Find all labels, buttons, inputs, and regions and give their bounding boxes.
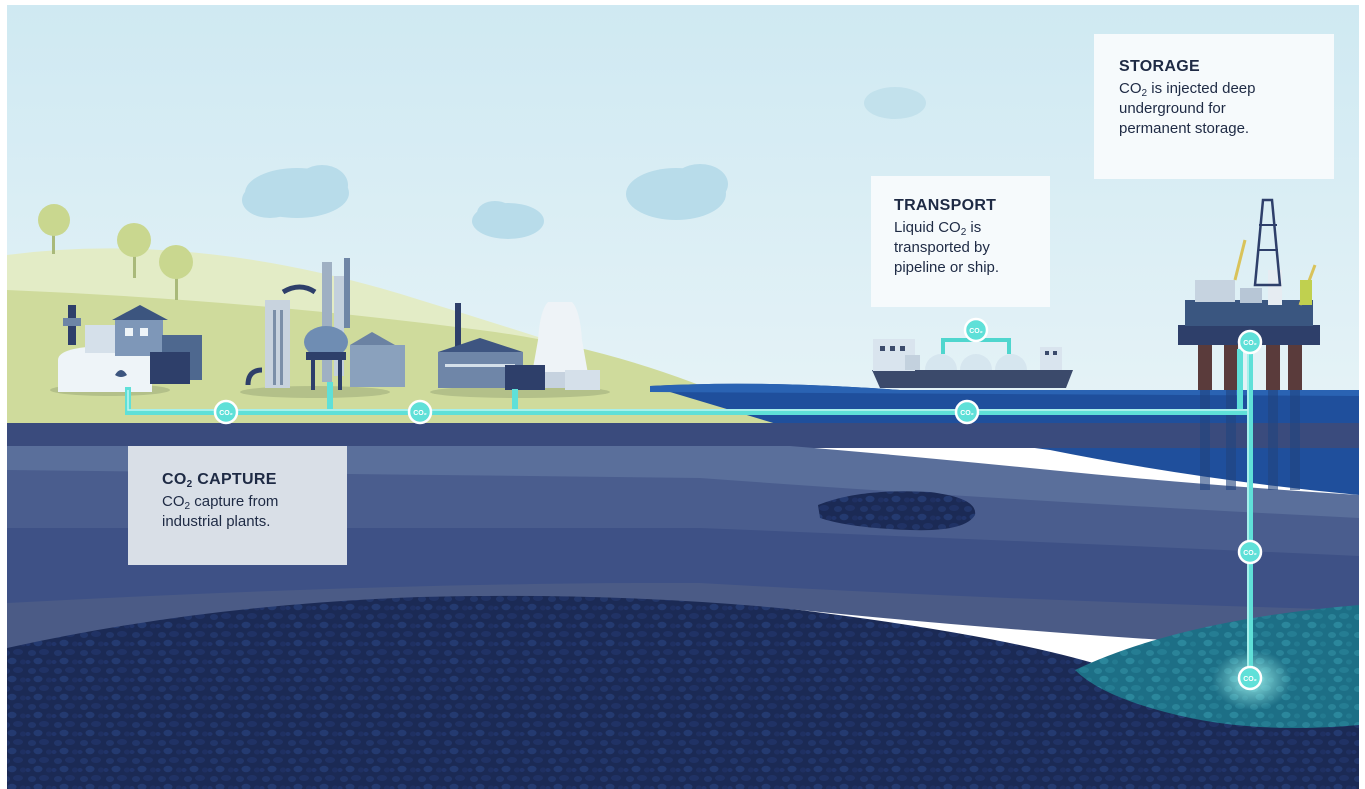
cloud-icon — [864, 87, 926, 119]
co2-badge-icon: CO₂ — [1237, 329, 1263, 355]
ground-top-layer — [7, 423, 1359, 448]
co2-badge-icon: CO₂ — [1237, 665, 1263, 691]
transport-title: TRANSPORT — [894, 197, 997, 214]
rock-pocket — [818, 491, 976, 531]
transport-line-1: Liquid CO2 is — [894, 219, 982, 238]
tree-icon — [38, 204, 70, 254]
cooling-tower-icon — [430, 302, 610, 398]
transport-info-box: TRANSPORT Liquid CO2 is transported by p… — [871, 176, 1050, 307]
svg-text:CO₂: CO₂ — [1243, 676, 1257, 683]
storage-line-3: permanent storage. — [1119, 120, 1250, 137]
svg-text:CO₂: CO₂ — [960, 410, 974, 417]
cloud-icon — [626, 164, 728, 220]
transport-line-2: transported by — [894, 239, 990, 256]
svg-text:CO₂: CO₂ — [1243, 550, 1257, 557]
storage-title: STORAGE — [1119, 58, 1200, 75]
svg-text:CO₂: CO₂ — [413, 410, 427, 417]
co2-badge-icon: CO₂ — [954, 399, 980, 425]
ground-layer-5 — [7, 582, 1359, 650]
deep-rock-layer — [7, 595, 1359, 789]
capture-title: CO2 CAPTURE — [162, 471, 277, 490]
co2-badge-icon: CO₂ — [1237, 539, 1263, 565]
cloud-icon — [472, 201, 544, 239]
transport-line-3: pipeline or ship. — [894, 259, 1000, 276]
sea-surface — [650, 383, 1359, 396]
svg-text:CO₂: CO₂ — [219, 410, 233, 417]
co2-badge-icon: CO₂ — [963, 317, 989, 343]
ship-icon — [872, 338, 1073, 388]
svg-text:CO₂: CO₂ — [969, 328, 983, 335]
storage-line-2: underground for — [1119, 100, 1226, 117]
co2-badge-icon: CO₂ — [407, 399, 433, 425]
co2-badge-icon: CO₂ — [213, 399, 239, 425]
storage-info-box: STORAGE CO2 is injected deep underground… — [1094, 34, 1334, 179]
tree-icon — [117, 223, 151, 278]
capture-line-2: industrial plants. — [162, 513, 271, 530]
capture-info-box: CO2 CAPTURE CO2 capture from industrial … — [128, 446, 347, 565]
svg-text:CO₂: CO₂ — [1243, 340, 1257, 347]
factory-icon — [50, 305, 202, 396]
storage-line-1: CO2 is injected deep — [1119, 80, 1256, 99]
pipeline-highlight — [127, 335, 1249, 680]
cloud-icon — [242, 165, 349, 218]
tree-icon — [159, 245, 193, 300]
capture-line-1: CO2 capture from — [162, 493, 279, 512]
power-plant-icon — [240, 258, 405, 398]
